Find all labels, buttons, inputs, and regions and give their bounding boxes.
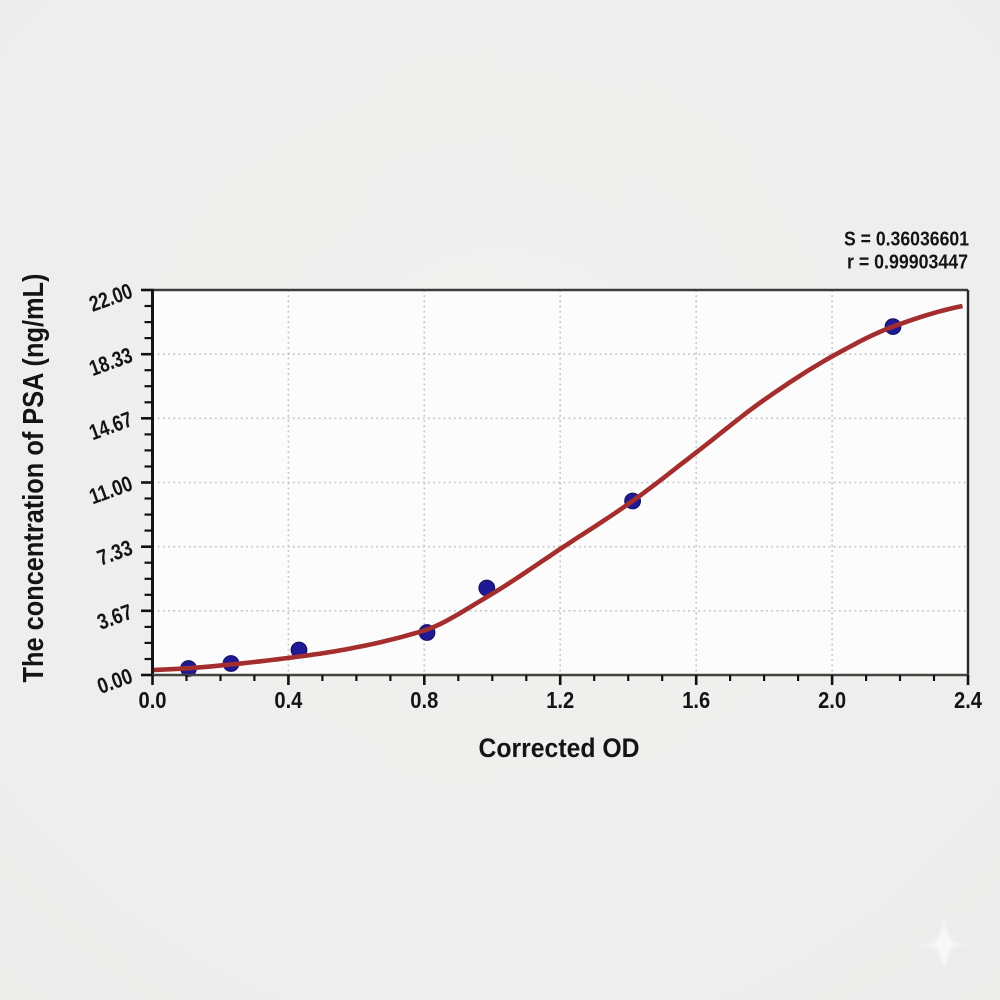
svg-text:2.4: 2.4 <box>954 687 982 713</box>
svg-text:0.8: 0.8 <box>410 687 438 713</box>
svg-text:The concentration of PSA (ng/m: The concentration of PSA (ng/mL) <box>18 274 50 683</box>
svg-text:S = 0.36036601: S = 0.36036601 <box>844 229 969 251</box>
svg-text:1.2: 1.2 <box>546 687 574 713</box>
svg-text:1.6: 1.6 <box>682 687 710 713</box>
svg-text:r = 0.99903447: r = 0.99903447 <box>847 252 968 274</box>
svg-text:2.0: 2.0 <box>818 687 846 713</box>
svg-text:Corrected OD: Corrected OD <box>479 733 640 763</box>
svg-text:0.0: 0.0 <box>139 687 167 713</box>
svg-text:0.4: 0.4 <box>274 687 302 713</box>
